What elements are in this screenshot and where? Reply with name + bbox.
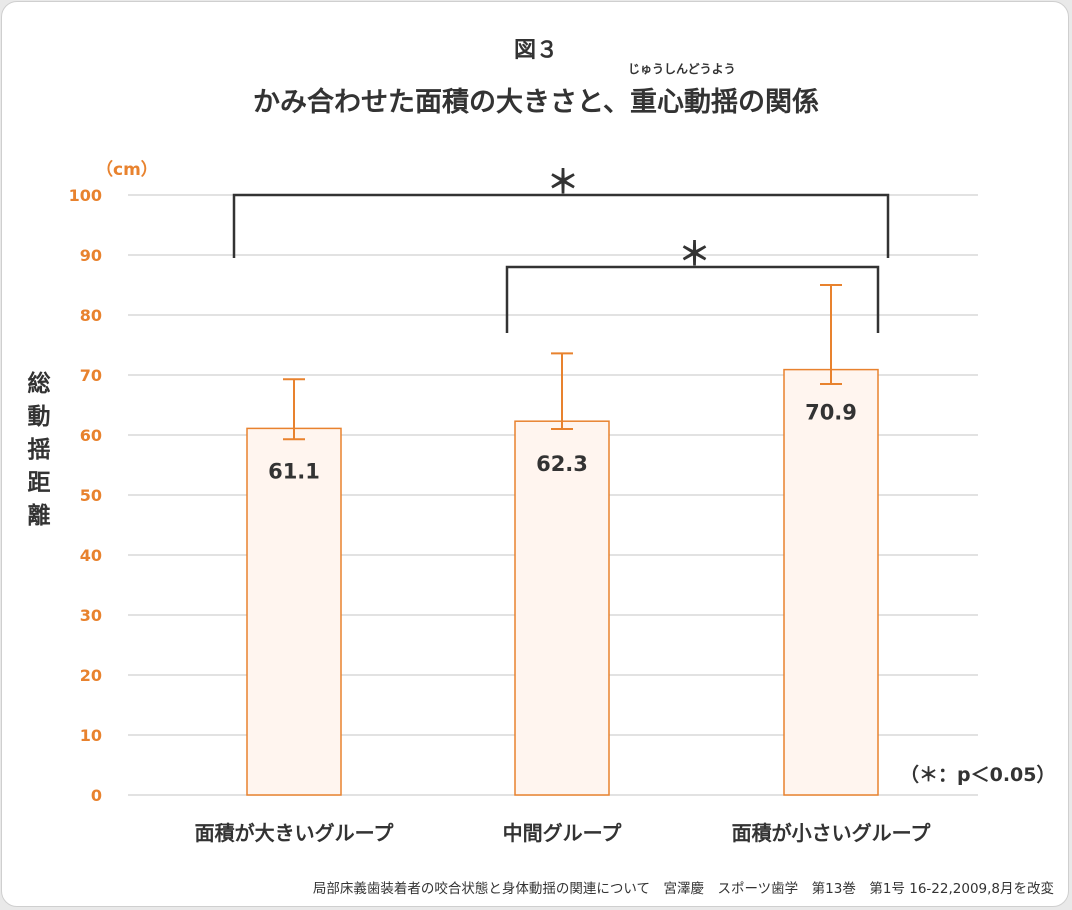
y-axis-label: 総動揺距離 bbox=[27, 371, 51, 529]
significance-bracket bbox=[232, 193, 890, 258]
y-tick-label: 90 bbox=[80, 246, 102, 265]
significance-star: ＊ bbox=[547, 163, 579, 201]
chart-title-part2: 重心動揺の関係 bbox=[629, 87, 819, 118]
y-tick-label: 60 bbox=[80, 426, 102, 445]
significance-note: （＊：p＜0.05） bbox=[900, 764, 1056, 786]
y-tick-label: 0 bbox=[91, 786, 102, 805]
bar bbox=[783, 368, 879, 796]
chart-title-part1: かみ合わせた面積の大きさと、 bbox=[253, 87, 630, 118]
source-footnote: 局部床義歯装着者の咬合状態と身体動揺の関連について 宮澤慶 スポーツ歯学 第13… bbox=[312, 881, 1054, 897]
y-tick-label: 30 bbox=[80, 606, 102, 625]
x-category-label: 面積が小さいグループ bbox=[732, 821, 932, 845]
data-label: 70.9 bbox=[805, 401, 857, 425]
data-label: 62.3 bbox=[536, 452, 588, 476]
significance-star: ＊ bbox=[678, 235, 710, 273]
y-tick-label: 70 bbox=[80, 366, 102, 385]
significance-bracket bbox=[505, 265, 880, 333]
x-category-label: 中間グループ bbox=[503, 821, 623, 845]
y-tick-label: 10 bbox=[80, 726, 102, 745]
data-label: 61.1 bbox=[268, 459, 320, 483]
y-tick-label: 100 bbox=[69, 186, 102, 205]
bar bbox=[514, 420, 610, 796]
title-ruby: じゅうしんどうよう bbox=[628, 62, 736, 76]
y-tick-label: 40 bbox=[80, 546, 102, 565]
y-tick-label: 80 bbox=[80, 306, 102, 325]
x-category-label: 面積が大きいグループ bbox=[195, 821, 395, 845]
y-tick-label: 50 bbox=[80, 486, 102, 505]
chart-title: かみ合わせた面積の大きさと、重心動揺の関係 bbox=[0, 80, 1072, 119]
y-axis-unit: （cm） bbox=[96, 160, 158, 180]
bar bbox=[246, 427, 342, 796]
y-tick-label: 20 bbox=[80, 666, 102, 685]
figure-number: 図３ bbox=[513, 38, 558, 63]
